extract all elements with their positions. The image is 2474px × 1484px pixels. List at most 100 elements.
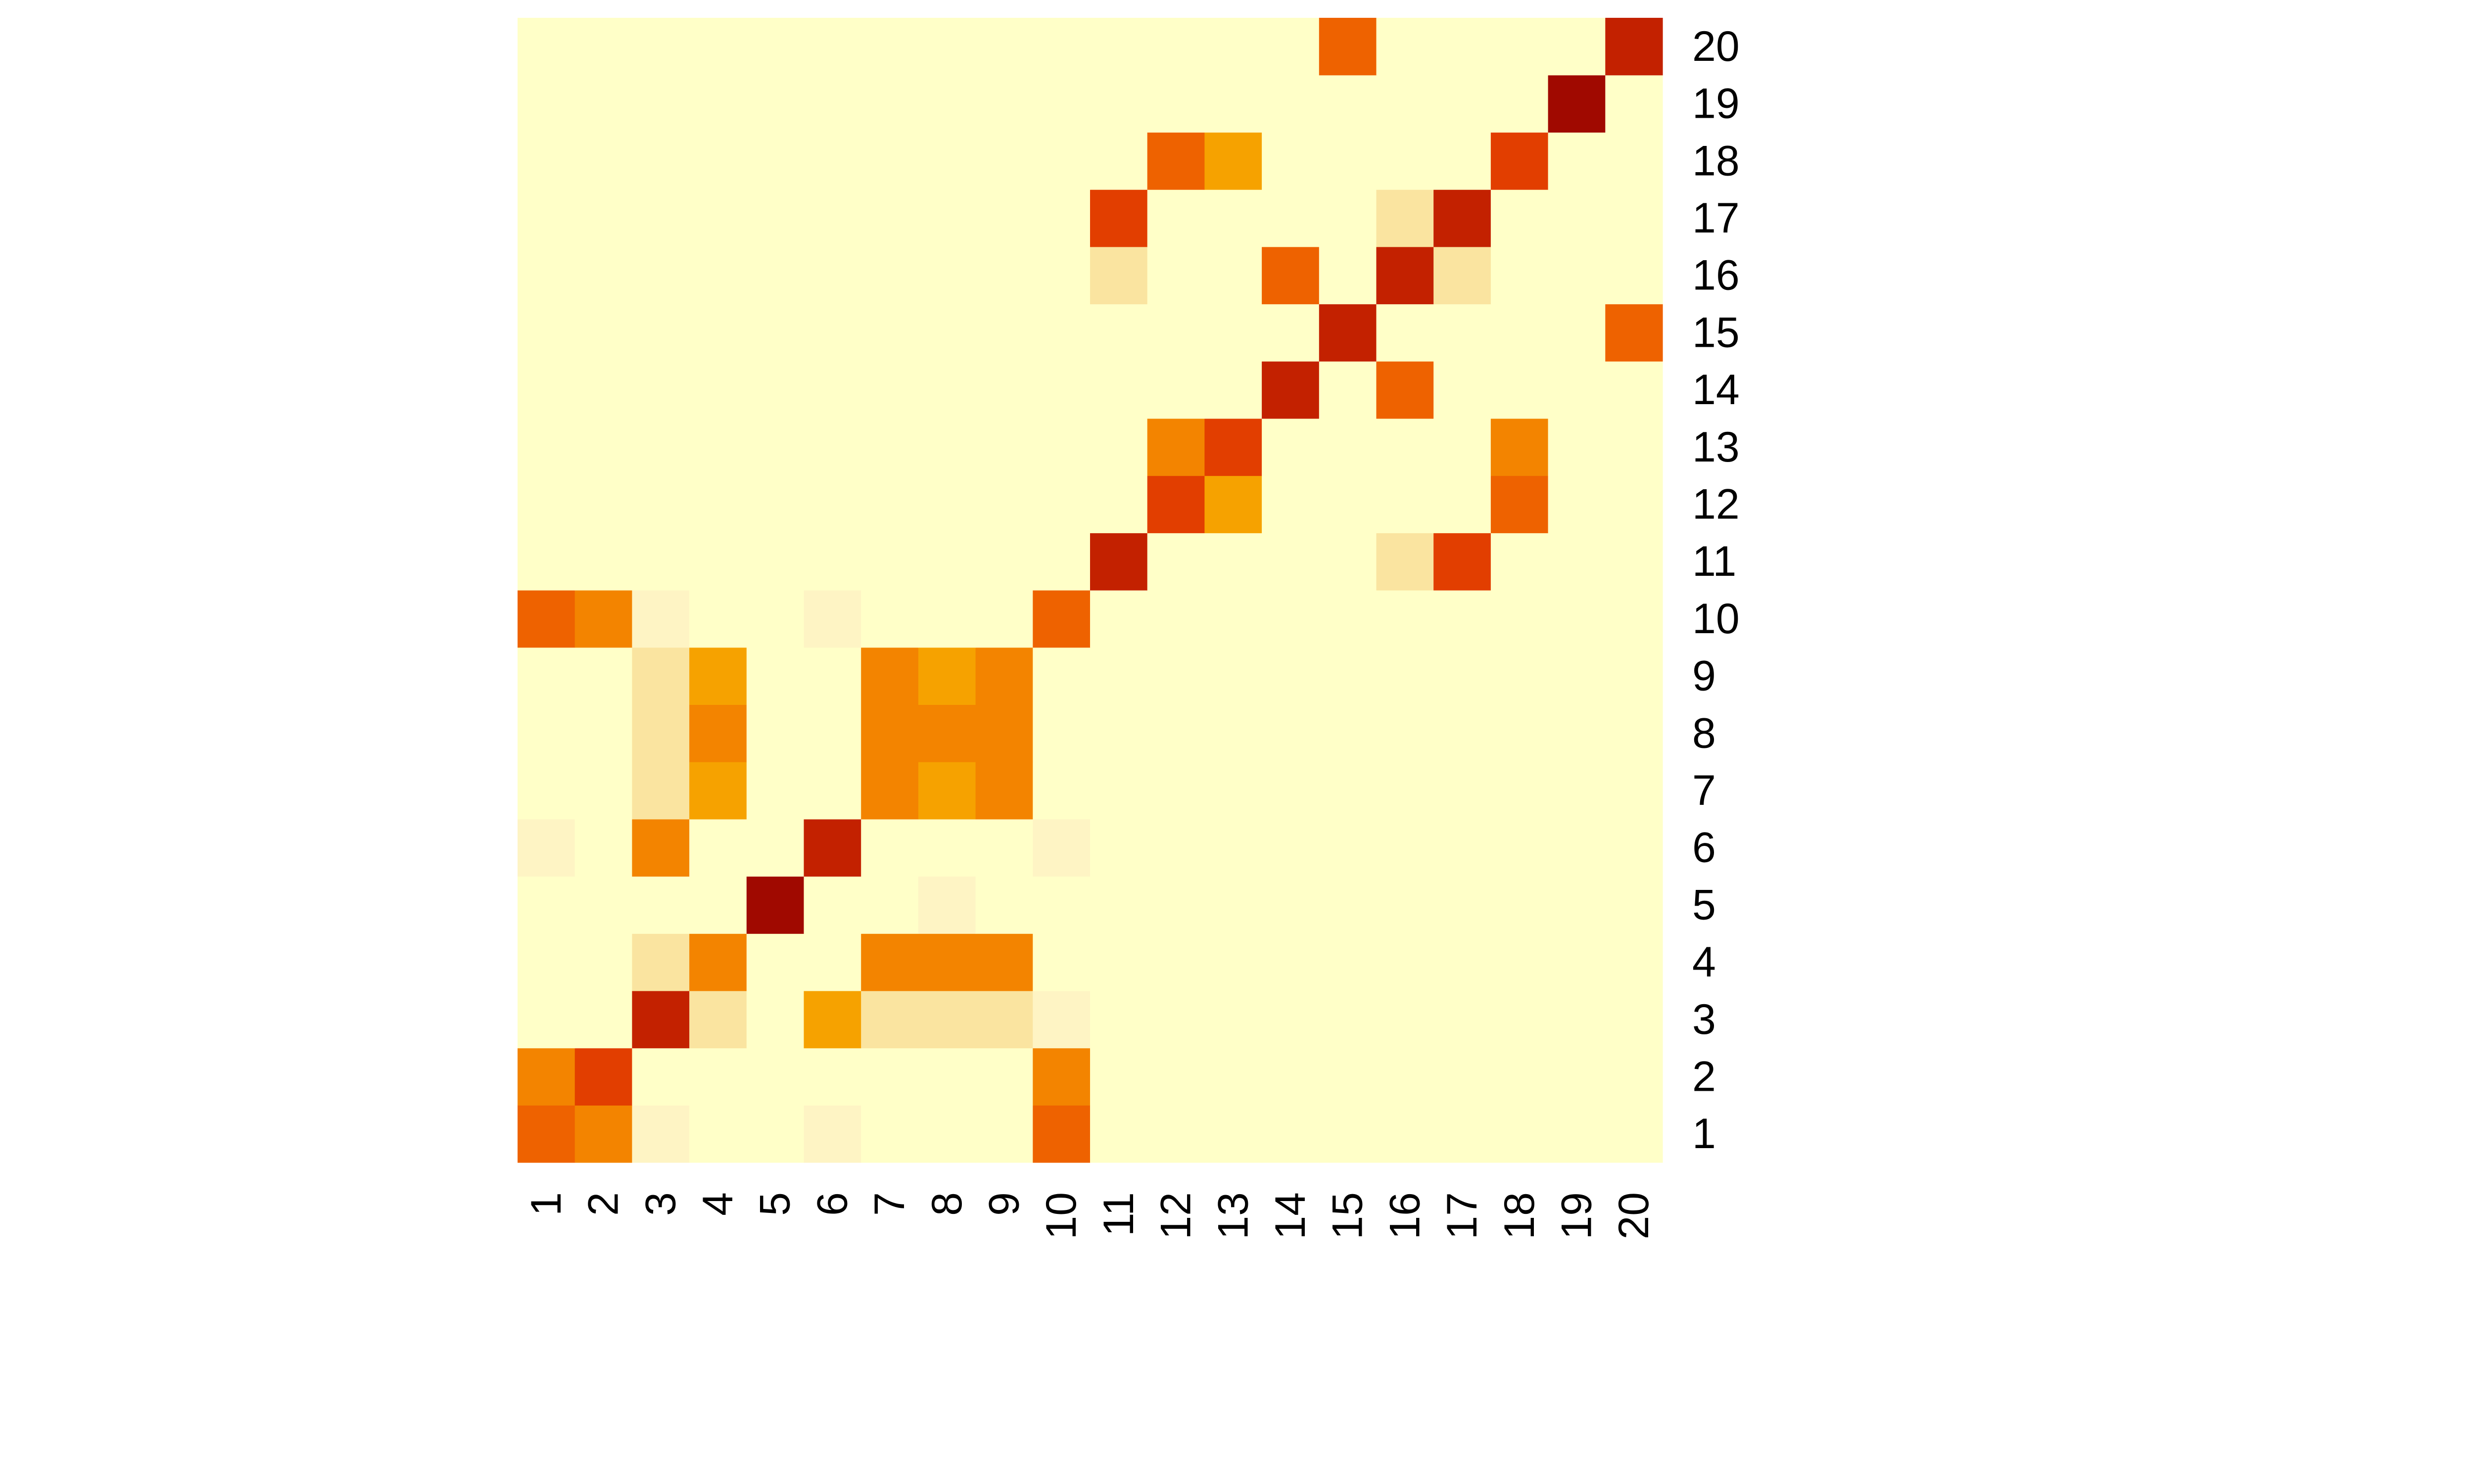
y-tick-label: 18 [1692, 137, 1740, 185]
heatmap-cell-r6-c3 [632, 819, 690, 877]
heatmap-cell-r1-c6 [804, 1105, 861, 1163]
heatmap-cell-r4-c7 [861, 933, 919, 991]
heatmap-cell-r6-c18 [1490, 819, 1549, 877]
heatmap-cell-r14-c6 [804, 361, 861, 419]
heatmap-cell-r14-c5 [746, 361, 805, 419]
heatmap-cell-r20-c13 [1204, 18, 1262, 76]
heatmap-cell-r3-c5 [746, 990, 805, 1049]
heatmap-cell-r4-c1 [518, 933, 575, 991]
heatmap-cell-r12-c16 [1376, 475, 1434, 533]
heatmap-cell-r6-c1 [518, 819, 575, 877]
heatmap-cell-r2-c11 [1090, 1048, 1148, 1106]
heatmap-cell-r19-c4 [689, 75, 747, 133]
heatmap-cell-r19-c10 [1033, 75, 1091, 133]
heatmap-cell-r11-c5 [746, 533, 805, 591]
heatmap-cell-r7-c17 [1433, 762, 1491, 820]
y-tick-label: 20 [1692, 23, 1740, 70]
heatmap-cell-r12-c8 [918, 475, 976, 533]
x-tick-label: 10 [1038, 1192, 1085, 1240]
heatmap-cell-r18-c10 [1033, 132, 1091, 190]
heatmap-cell-r3-c8 [918, 990, 976, 1049]
heatmap-cell-r5-c20 [1605, 876, 1663, 934]
heatmap-cell-r17-c18 [1490, 189, 1549, 247]
heatmap-cell-r1-c12 [1147, 1105, 1205, 1163]
heatmap-cell-r17-c20 [1605, 189, 1663, 247]
heatmap-cell-r4-c14 [1262, 933, 1320, 991]
heatmap-cell-r19-c16 [1376, 75, 1434, 133]
heatmap-cell-r10-c10 [1033, 590, 1091, 648]
heatmap-cell-r15-c16 [1376, 304, 1434, 362]
heatmap-cell-r17-c14 [1262, 189, 1320, 247]
heatmap-cell-r4-c6 [804, 933, 861, 991]
y-tick-label: 2 [1692, 1053, 1716, 1100]
heatmap-cell-r1-c4 [689, 1105, 747, 1163]
heatmap-cell-r19-c14 [1262, 75, 1320, 133]
heatmap-cell-r12-c11 [1090, 475, 1148, 533]
heatmap-cell-r1-c19 [1548, 1105, 1606, 1163]
heatmap-cell-r16-c14 [1262, 246, 1320, 305]
heatmap-cell-r20-c5 [746, 18, 805, 76]
heatmap-cell-r18-c18 [1490, 132, 1549, 190]
heatmap-cell-r6-c5 [746, 819, 805, 877]
heatmap-cell-r9-c8 [918, 647, 976, 705]
heatmap-cell-r17-c19 [1548, 189, 1606, 247]
heatmap-cell-r13-c7 [861, 418, 919, 476]
heatmap-cell-r13-c16 [1376, 418, 1434, 476]
heatmap-cell-r20-c17 [1433, 18, 1491, 76]
heatmap-cell-r9-c7 [861, 647, 919, 705]
heatmap-cell-r11-c8 [918, 533, 976, 591]
heatmap-cell-r6-c19 [1548, 819, 1606, 877]
heatmap-cell-r9-c11 [1090, 647, 1148, 705]
heatmap-cell-r16-c2 [574, 246, 632, 305]
heatmap-cell-r17-c7 [861, 189, 919, 247]
heatmap-cell-r15-c8 [918, 304, 976, 362]
heatmap-cell-r1-c16 [1376, 1105, 1434, 1163]
heatmap-cell-r5-c6 [804, 876, 861, 934]
heatmap-cell-r1-c10 [1033, 1105, 1091, 1163]
heatmap-cell-r5-c11 [1090, 876, 1148, 934]
heatmap-cell-r9-c9 [975, 647, 1033, 705]
heatmap-cell-r6-c15 [1319, 819, 1377, 877]
heatmap-cell-r14-c20 [1605, 361, 1663, 419]
x-tick-label: 1 [523, 1192, 570, 1216]
heatmap-cell-r16-c7 [861, 246, 919, 305]
heatmap-cell-r11-c9 [975, 533, 1033, 591]
heatmap-cell-r17-c5 [746, 189, 805, 247]
heatmap-cell-r14-c16 [1376, 361, 1434, 419]
heatmap-cell-r15-c7 [861, 304, 919, 362]
heatmap-cell-r11-c1 [518, 533, 575, 591]
heatmap-cells [518, 18, 1663, 1163]
heatmap-cell-r9-c18 [1490, 647, 1549, 705]
heatmap-cell-r13-c18 [1490, 418, 1549, 476]
heatmap-cell-r13-c4 [689, 418, 747, 476]
heatmap-cell-r15-c18 [1490, 304, 1549, 362]
heatmap-cell-r12-c17 [1433, 475, 1491, 533]
heatmap-cell-r6-c6 [804, 819, 861, 877]
heatmap-cell-r8-c9 [975, 704, 1033, 762]
heatmap-cell-r1-c15 [1319, 1105, 1377, 1163]
heatmap-cell-r9-c2 [574, 647, 632, 705]
heatmap-cell-r11-c10 [1033, 533, 1091, 591]
y-tick-label: 13 [1692, 423, 1740, 471]
heatmap-cell-r2-c13 [1204, 1048, 1262, 1106]
heatmap-cell-r20-c7 [861, 18, 919, 76]
heatmap-cell-r19-c15 [1319, 75, 1377, 133]
heatmap-cell-r2-c8 [918, 1048, 976, 1106]
heatmap-cell-r17-c4 [689, 189, 747, 247]
heatmap-cell-r10-c19 [1548, 590, 1606, 648]
heatmap-cell-r15-c6 [804, 304, 861, 362]
heatmap-cell-r4-c2 [574, 933, 632, 991]
heatmap-cell-r5-c10 [1033, 876, 1091, 934]
heatmap-cell-r15-c15 [1319, 304, 1377, 362]
heatmap-cell-r7-c16 [1376, 762, 1434, 820]
heatmap-cell-r13-c17 [1433, 418, 1491, 476]
heatmap-cell-r13-c3 [632, 418, 690, 476]
heatmap-cell-r1-c1 [518, 1105, 575, 1163]
heatmap-cell-r19-c13 [1204, 75, 1262, 133]
heatmap-cell-r9-c10 [1033, 647, 1091, 705]
heatmap-cell-r3-c12 [1147, 990, 1205, 1049]
heatmap-cell-r1-c17 [1433, 1105, 1491, 1163]
heatmap-cell-r8-c4 [689, 704, 747, 762]
y-tick-label: 15 [1692, 309, 1740, 356]
